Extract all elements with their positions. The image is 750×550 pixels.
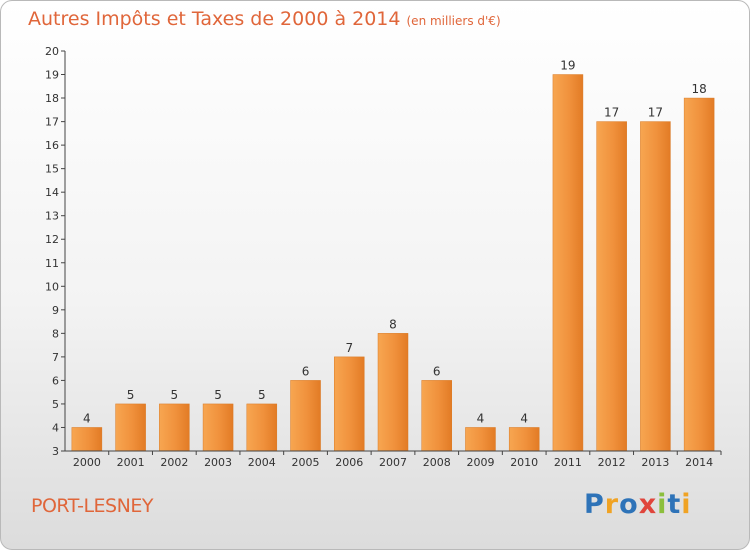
- bar: [683, 97, 715, 452]
- bar: [596, 121, 627, 452]
- bar: [115, 403, 146, 452]
- data-label: 6: [302, 364, 310, 378]
- chart-title-text: Autres Impôts et Taxes de 2000 à 2014: [28, 8, 401, 30]
- y-tick-label: 19: [45, 69, 59, 82]
- x-tick-label: 2009: [466, 456, 494, 469]
- y-tick-label: 5: [52, 398, 59, 411]
- bar: [334, 356, 365, 452]
- data-label: 17: [604, 106, 619, 120]
- bar: [640, 121, 671, 452]
- chart-subtitle: (en milliers d'€): [406, 14, 501, 28]
- city-name: PORT-LESNEY: [31, 495, 153, 517]
- y-tick-label: 11: [45, 257, 59, 270]
- y-tick-label: 8: [52, 327, 59, 340]
- bar: [290, 380, 321, 452]
- bar: [377, 333, 409, 452]
- bar: [552, 74, 584, 452]
- x-tick-label: 2006: [335, 456, 363, 469]
- y-tick-label: 14: [45, 186, 59, 199]
- logo-letter: t: [667, 489, 682, 520]
- data-label: 6: [433, 364, 441, 378]
- data-label: 4: [83, 411, 91, 425]
- y-tick-label: 9: [52, 304, 59, 317]
- y-tick-label: 20: [45, 45, 59, 58]
- y-tick-label: 4: [52, 421, 59, 434]
- x-tick-label: 2013: [641, 456, 669, 469]
- data-label: 7: [345, 341, 353, 355]
- x-tick-label: 2001: [117, 456, 145, 469]
- data-label: 19: [560, 59, 575, 73]
- y-tick-label: 13: [45, 210, 59, 223]
- y-tick-label: 16: [45, 139, 59, 152]
- data-label: 17: [648, 106, 663, 120]
- x-tick-label: 2012: [598, 456, 626, 469]
- bar: [159, 403, 190, 452]
- y-tick-label: 12: [45, 233, 59, 246]
- x-tick-label: 2003: [204, 456, 232, 469]
- y-tick-label: 15: [45, 163, 59, 176]
- data-label: 18: [691, 82, 706, 96]
- y-tick-label: 18: [45, 92, 59, 105]
- chart-title: Autres Impôts et Taxes de 2000 à 2014 (en…: [28, 8, 501, 30]
- logo-letter: i: [657, 489, 668, 520]
- bar: [508, 427, 540, 452]
- bar: [246, 403, 278, 452]
- x-tick-label: 2014: [685, 456, 713, 469]
- bar: [465, 427, 496, 452]
- y-tick-label: 6: [52, 374, 59, 387]
- data-label: 5: [171, 388, 179, 402]
- x-tick-label: 2002: [160, 456, 188, 469]
- logo-letter: P: [584, 489, 605, 520]
- x-tick-label: 2011: [554, 456, 582, 469]
- proxiti-logo[interactable]: Proxiti: [584, 489, 692, 520]
- bar: [421, 380, 452, 452]
- bar: [71, 427, 103, 452]
- logo-letter: i: [681, 489, 692, 520]
- data-label: 5: [127, 388, 135, 402]
- data-label: 8: [389, 317, 397, 331]
- y-tick-label: 7: [52, 351, 59, 364]
- bar: [202, 403, 234, 452]
- x-tick-label: 2000: [73, 456, 101, 469]
- x-tick-label: 2008: [423, 456, 451, 469]
- data-label: 5: [214, 388, 222, 402]
- x-tick-label: 2004: [248, 456, 276, 469]
- data-label: 4: [520, 411, 528, 425]
- x-tick-label: 2007: [379, 456, 407, 469]
- y-tick-label: 3: [52, 445, 59, 458]
- x-tick-label: 2005: [292, 456, 320, 469]
- data-label: 4: [477, 411, 485, 425]
- data-label: 5: [258, 388, 266, 402]
- logo-letter: x: [638, 489, 658, 520]
- x-tick-label: 2010: [510, 456, 538, 469]
- logo-letter: o: [619, 489, 639, 520]
- y-tick-label: 10: [45, 280, 59, 293]
- y-tick-label: 17: [45, 116, 59, 129]
- logo-letter: r: [604, 489, 620, 520]
